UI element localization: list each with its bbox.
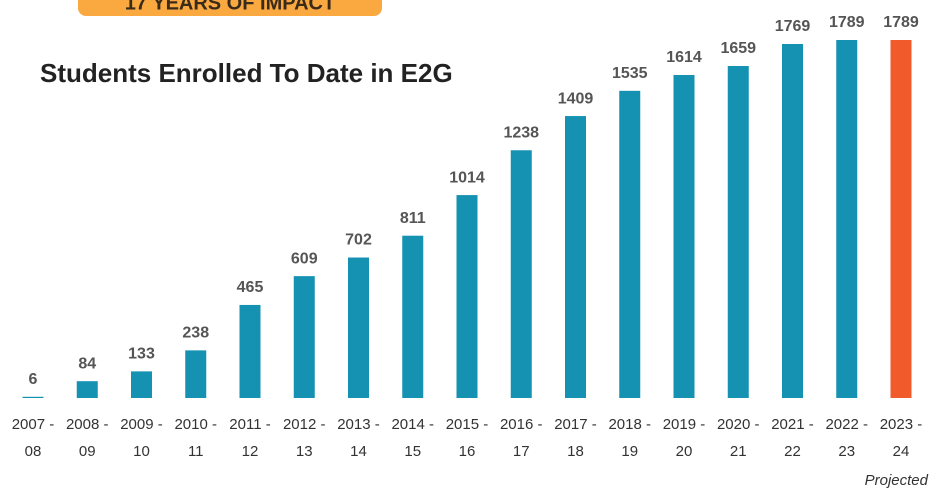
value-label: 1659 (720, 40, 756, 57)
value-label: 1614 (666, 49, 702, 66)
value-label: 1238 (503, 124, 539, 141)
x-tick-label: 2013 - (337, 416, 380, 433)
badge-text: 17 YEARS OF IMPACT (125, 0, 335, 14)
bar (673, 75, 695, 398)
bar (510, 150, 532, 398)
x-tick-label: 24 (893, 443, 910, 460)
x-tick-label: 12 (242, 443, 259, 460)
x-tick-label: 2018 - (608, 416, 651, 433)
x-tick-label: 09 (79, 443, 96, 460)
value-label: 1535 (612, 65, 648, 82)
x-tick-label: 2012 - (283, 416, 326, 433)
bar (836, 40, 858, 398)
x-tick-label: 2021 - (771, 416, 814, 433)
x-tick-label: 21 (730, 443, 747, 460)
x-tick-label: 2007 - (12, 416, 55, 433)
value-label: 6 (29, 371, 38, 388)
x-tick-label: 2010 - (174, 416, 217, 433)
x-tick-label: 2015 - (446, 416, 489, 433)
x-tick-label: 19 (621, 443, 638, 460)
x-tick-label: 2011 - (229, 416, 270, 433)
value-label: 1409 (558, 90, 594, 107)
value-label: 465 (237, 279, 264, 296)
bar (293, 276, 315, 398)
bar (565, 116, 586, 398)
badge (78, 0, 382, 16)
value-label: 1014 (449, 169, 485, 186)
bar (727, 66, 749, 399)
x-tick-label: 20 (676, 443, 693, 460)
value-label: 1789 (883, 14, 919, 31)
x-tick-label: 22 (784, 443, 801, 460)
value-label: 133 (128, 346, 155, 363)
value-label: 238 (182, 325, 209, 342)
value-label: 811 (400, 210, 426, 227)
value-label: 1789 (829, 14, 865, 31)
bar (782, 44, 803, 399)
bar (402, 235, 424, 398)
note: Projected (865, 472, 929, 489)
chart-title: Students Enrolled To Date in E2G (40, 58, 453, 88)
x-tick-label: 17 (513, 443, 530, 460)
x-tick-label: 08 (25, 443, 42, 460)
bar (456, 195, 478, 398)
x-tick-label: 2019 - (663, 416, 706, 433)
bar (76, 381, 98, 398)
x-tick-label: 14 (350, 443, 367, 460)
x-tick-label: 2022 - (825, 416, 868, 433)
value-label: 1769 (775, 18, 811, 35)
bar (890, 40, 912, 398)
x-tick-label: 18 (567, 443, 584, 460)
value-label: 84 (78, 355, 96, 372)
x-tick-label: 2020 - (717, 416, 760, 433)
x-tick-label: 2016 - (500, 416, 543, 433)
x-tick-label: 23 (838, 443, 855, 460)
x-tick-label: 10 (133, 443, 150, 460)
x-tick-label: 2008 - (66, 416, 109, 433)
value-label: 702 (345, 232, 372, 249)
bar (185, 350, 207, 398)
bar (22, 396, 44, 398)
x-tick-label: 2014 - (391, 416, 434, 433)
x-tick-label: 2009 - (120, 416, 163, 433)
x-tick-label: 13 (296, 443, 313, 460)
x-tick-label: 16 (459, 443, 476, 460)
bar (239, 304, 261, 398)
x-tick-label: 15 (404, 443, 421, 460)
x-tick-label: 2017 - (554, 416, 597, 433)
x-tick-label: 11 (188, 443, 204, 460)
value-label: 609 (291, 250, 318, 267)
bar (131, 371, 152, 398)
bar (619, 90, 641, 398)
x-tick-label: 2023 - (880, 416, 923, 433)
bar (348, 257, 369, 398)
